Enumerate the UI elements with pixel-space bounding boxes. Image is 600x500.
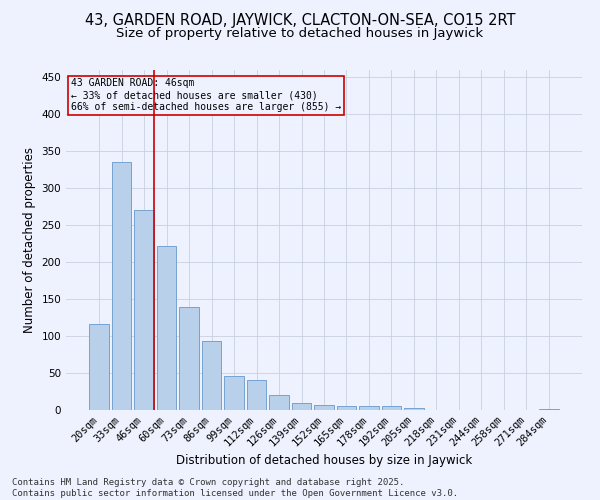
Bar bbox=[404, 408, 424, 410]
Text: Size of property relative to detached houses in Jaywick: Size of property relative to detached ho… bbox=[116, 28, 484, 40]
Bar bbox=[337, 406, 356, 410]
Bar bbox=[247, 380, 266, 410]
Bar bbox=[382, 406, 401, 410]
Bar bbox=[539, 408, 559, 410]
Bar bbox=[202, 340, 221, 410]
Bar bbox=[179, 306, 199, 410]
Text: 43 GARDEN ROAD: 46sqm
← 33% of detached houses are smaller (430)
66% of semi-det: 43 GARDEN ROAD: 46sqm ← 33% of detached … bbox=[71, 78, 341, 112]
Text: Contains HM Land Registry data © Crown copyright and database right 2025.
Contai: Contains HM Land Registry data © Crown c… bbox=[12, 478, 458, 498]
Y-axis label: Number of detached properties: Number of detached properties bbox=[23, 147, 36, 333]
Text: 43, GARDEN ROAD, JAYWICK, CLACTON-ON-SEA, CO15 2RT: 43, GARDEN ROAD, JAYWICK, CLACTON-ON-SEA… bbox=[85, 12, 515, 28]
Bar bbox=[224, 376, 244, 410]
Bar bbox=[292, 402, 311, 410]
Bar bbox=[157, 246, 176, 410]
Bar bbox=[359, 406, 379, 410]
Bar bbox=[269, 395, 289, 410]
Bar bbox=[314, 405, 334, 410]
Bar bbox=[89, 324, 109, 410]
X-axis label: Distribution of detached houses by size in Jaywick: Distribution of detached houses by size … bbox=[176, 454, 472, 467]
Bar bbox=[112, 162, 131, 410]
Bar bbox=[134, 210, 154, 410]
